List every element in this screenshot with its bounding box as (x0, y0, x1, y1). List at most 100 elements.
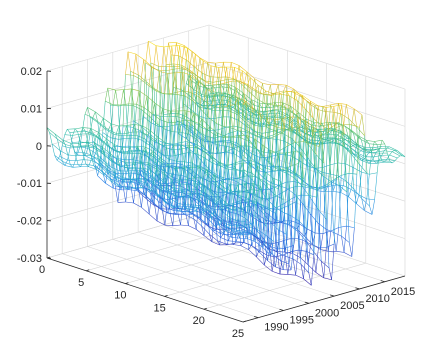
mesh-line-y (238, 195, 242, 226)
mesh-line-x (285, 255, 294, 260)
mesh-line-x (347, 148, 356, 156)
mesh-line-y (250, 183, 254, 190)
mesh-line-y (164, 173, 168, 185)
mesh-line-y (341, 236, 345, 253)
mesh-line-x (179, 45, 188, 49)
mesh-line-y (255, 84, 259, 91)
mesh-line-y (338, 185, 342, 237)
mesh-line-y (72, 128, 76, 136)
mesh-line-x (376, 161, 385, 164)
mesh-line-y (265, 172, 269, 189)
mesh-line-y (266, 198, 270, 247)
mesh-line-y (364, 135, 368, 174)
mesh-line-y (285, 110, 289, 130)
mesh-line-y (284, 146, 288, 203)
mesh-line-x (82, 127, 91, 129)
mesh-line-x (363, 148, 372, 151)
mesh-line-x (232, 107, 241, 114)
mesh-line-y (61, 134, 65, 146)
mesh-line-y (374, 141, 378, 145)
mesh-line-x (358, 135, 367, 141)
mesh-line-x (248, 108, 257, 113)
mesh-line-y (228, 227, 232, 238)
mesh-line-y (80, 159, 84, 167)
mesh-line-y (211, 94, 215, 106)
mesh-line-y (148, 153, 152, 165)
mesh-line-y (318, 188, 322, 248)
mesh-line-y (96, 147, 100, 160)
mesh-line-y (193, 218, 197, 230)
mesh-line-x (356, 203, 365, 211)
mesh-line-y (266, 212, 270, 249)
mesh-line-y (205, 211, 209, 227)
mesh-line-y (171, 168, 175, 180)
mesh-line-y (184, 48, 188, 70)
mesh-line-y (178, 124, 182, 134)
mesh-line-y (207, 216, 211, 220)
mesh-line-x (200, 133, 209, 141)
mesh-line-y (384, 147, 387, 151)
mesh-line-y (99, 132, 103, 164)
mesh-line-y (225, 243, 228, 245)
mesh-line-y (373, 152, 377, 158)
mesh-line-y (119, 147, 123, 153)
mesh-line-y (208, 196, 212, 227)
mesh-line-y (152, 140, 156, 157)
mesh-line-y (208, 105, 212, 152)
surface-mesh (46, 40, 406, 286)
mesh-line-y (173, 145, 177, 162)
grid-line-y-floor (62, 253, 259, 318)
mesh-line-y (182, 69, 186, 125)
mesh-line-y (121, 135, 125, 160)
mesh-line-y (276, 110, 280, 114)
mesh-line-y (306, 228, 310, 273)
mesh-line-y (150, 151, 154, 154)
mesh-line-y (262, 171, 266, 181)
mesh-line-x (324, 138, 333, 143)
mesh-line-y (191, 89, 195, 111)
mesh-line-y (196, 123, 200, 154)
mesh-line-x (379, 158, 388, 161)
mesh-line-y (145, 164, 149, 179)
mesh-line-y (295, 117, 299, 143)
mesh-line-y (267, 246, 271, 261)
mesh-line-x (119, 165, 128, 168)
mesh-line-y (333, 106, 337, 132)
mesh-line-x (177, 68, 185, 70)
mesh-line-y (224, 225, 228, 232)
mesh-line-y (244, 175, 248, 202)
mesh-line-y (345, 140, 349, 164)
mesh-line-y (315, 154, 319, 211)
mesh-line-y (231, 67, 235, 82)
mesh-line-y (142, 169, 146, 184)
mesh-line-x (108, 154, 117, 159)
mesh-line-y (269, 209, 273, 247)
mesh-line-y (170, 111, 174, 132)
mesh-line-y (77, 146, 81, 155)
mesh-line-y (111, 144, 115, 149)
mesh-line-y (223, 164, 227, 180)
x-tick-label: 0 (39, 264, 45, 276)
mesh-line-x (334, 137, 343, 142)
mesh-line-y (199, 150, 203, 167)
z-tick-label: -0.02 (17, 216, 42, 228)
mesh-line-y (105, 129, 109, 146)
mesh-line-y (347, 136, 351, 148)
mesh-line-y (256, 157, 260, 171)
mesh-line-x (125, 201, 134, 204)
mesh-line-y (95, 147, 99, 161)
mesh-line-y (210, 174, 214, 183)
mesh-line-x (85, 146, 94, 149)
mesh-line-x (231, 61, 240, 66)
y-tick-label: 2005 (340, 300, 364, 312)
mesh-line-y (351, 227, 355, 257)
mesh-line-y (62, 161, 66, 166)
mesh-line-x (363, 159, 372, 162)
x-tick (164, 295, 168, 297)
mesh-line-y (381, 160, 385, 163)
mesh-line-y (118, 105, 122, 140)
mesh-line-x (346, 104, 355, 110)
mesh-line-y (297, 195, 302, 251)
mesh-line-y (67, 147, 71, 161)
mesh-line-y (267, 84, 271, 95)
